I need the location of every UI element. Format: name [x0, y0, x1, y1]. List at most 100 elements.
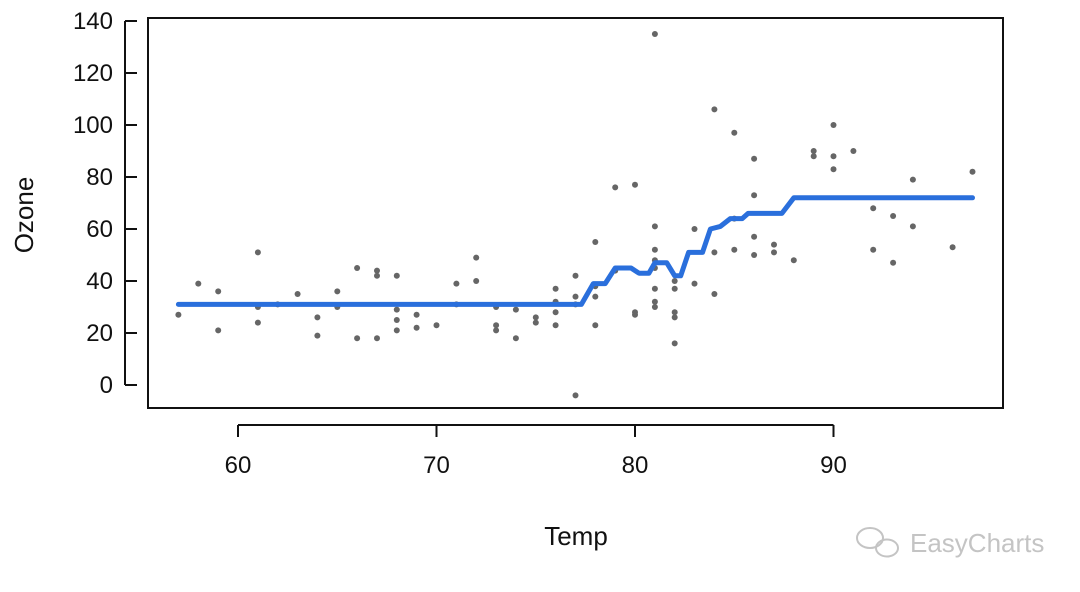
- data-point: [572, 293, 579, 300]
- data-point: [215, 327, 222, 334]
- y-tick-label: 120: [73, 60, 113, 87]
- data-point: [651, 246, 658, 253]
- data-point: [572, 272, 579, 279]
- data-point: [632, 311, 638, 318]
- plot-frame: [147, 17, 1004, 409]
- data-point: [433, 322, 440, 329]
- data-point: [453, 280, 460, 287]
- data-point: [651, 298, 658, 305]
- data-point: [254, 249, 261, 256]
- data-point: [671, 309, 678, 316]
- data-point: [393, 306, 400, 313]
- y-tick-label: 140: [73, 8, 113, 35]
- data-point: [909, 223, 916, 230]
- data-point: [592, 322, 599, 329]
- data-point: [552, 322, 559, 329]
- data-point: [512, 306, 519, 313]
- data-point: [731, 129, 738, 136]
- data-point: [374, 335, 380, 342]
- data-point: [195, 280, 202, 287]
- data-point: [374, 267, 380, 274]
- data-point: [830, 153, 837, 160]
- x-axis: 60 70 80 90: [225, 424, 847, 479]
- data-point: [572, 392, 579, 399]
- wechat-icon: [856, 527, 899, 558]
- data-point: [314, 314, 321, 321]
- data-point: [314, 332, 321, 339]
- data-point: [493, 327, 500, 334]
- data-point: [850, 148, 857, 154]
- data-point: [413, 311, 420, 318]
- fit-line: [175, 195, 975, 307]
- data-point: [890, 213, 897, 219]
- data-point: [969, 168, 976, 175]
- data-points: [175, 31, 976, 399]
- data-point: [651, 31, 658, 37]
- y-axis-title: Ozone: [9, 177, 39, 254]
- data-point: [751, 192, 758, 199]
- data-point: [473, 278, 480, 284]
- data-point: [771, 249, 777, 256]
- data-point: [810, 153, 817, 160]
- data-point: [354, 265, 361, 271]
- data-point: [870, 205, 877, 212]
- data-point: [651, 304, 658, 310]
- watermark: EasyCharts: [856, 527, 1044, 558]
- data-point: [393, 317, 400, 323]
- x-axis-title: Temp: [544, 521, 608, 551]
- data-point: [552, 309, 559, 316]
- data-point: [512, 335, 519, 342]
- data-point: [711, 106, 718, 113]
- data-point: [592, 293, 599, 300]
- data-point: [830, 166, 837, 173]
- data-point: [393, 272, 400, 279]
- data-point: [532, 319, 539, 326]
- data-point: [532, 314, 539, 321]
- data-point: [552, 285, 559, 292]
- data-point: [870, 246, 877, 253]
- data-point: [671, 278, 678, 284]
- x-tick-label: 80: [622, 452, 649, 479]
- data-point: [294, 291, 301, 297]
- data-point: [731, 246, 738, 253]
- data-point: [949, 244, 956, 251]
- y-tick-label: 60: [86, 216, 113, 243]
- data-point: [810, 148, 817, 154]
- data-point: [374, 272, 380, 279]
- y-tick-label: 40: [86, 268, 113, 295]
- y-tick-label: 80: [86, 164, 113, 191]
- x-tick-label: 60: [225, 452, 252, 479]
- data-point: [671, 340, 678, 347]
- data-point: [751, 233, 758, 240]
- x-tick-label: 90: [820, 452, 847, 479]
- data-point: [632, 181, 638, 188]
- data-point: [711, 291, 718, 297]
- data-point: [790, 257, 797, 264]
- data-point: [393, 327, 400, 334]
- data-point: [612, 184, 619, 191]
- data-point: [890, 259, 897, 266]
- watermark-text: EasyCharts: [910, 528, 1044, 558]
- data-point: [691, 280, 698, 287]
- x-tick-label: 70: [423, 452, 450, 479]
- data-point: [493, 322, 500, 329]
- y-tick-label: 0: [100, 372, 113, 399]
- data-point: [751, 155, 758, 162]
- data-point: [671, 314, 678, 321]
- data-point: [651, 223, 658, 230]
- data-point: [751, 252, 758, 258]
- y-axis: 0 20 40 60 80 100 120 140: [73, 8, 137, 399]
- data-point: [175, 311, 182, 318]
- data-point: [592, 239, 599, 245]
- data-point: [909, 176, 916, 183]
- data-point: [691, 226, 698, 232]
- y-tick-label: 100: [73, 112, 113, 139]
- data-point: [354, 335, 361, 342]
- data-point: [671, 285, 678, 292]
- y-tick-label: 20: [86, 320, 113, 347]
- data-point: [254, 319, 261, 326]
- data-point: [215, 288, 222, 295]
- data-point: [334, 288, 341, 295]
- data-point: [771, 241, 777, 248]
